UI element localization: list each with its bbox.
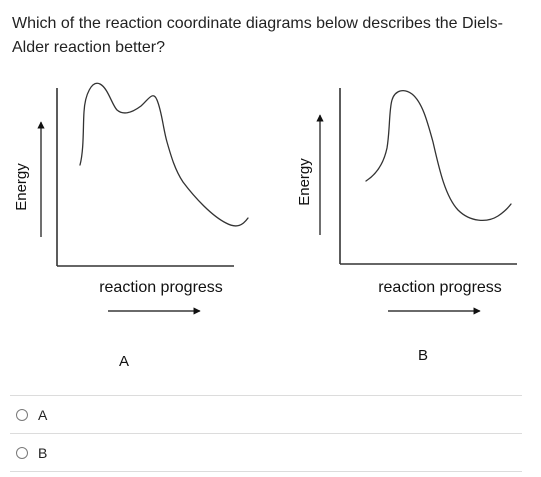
answer-option-b-label: B: [38, 444, 48, 461]
diagram-b-caption: B: [418, 347, 428, 364]
diagram-a-caption: A: [119, 353, 129, 370]
radio-button-b[interactable]: [16, 446, 28, 459]
diagram-a-y-axis-label: Energy: [13, 163, 30, 211]
answer-option-b[interactable]: B: [10, 433, 522, 472]
diagram-b-energy-curve: [365, 89, 512, 221]
question-text: Which of the reaction coordinate diagram…: [12, 15, 503, 56]
radio-button-a[interactable]: [16, 408, 28, 421]
diagram-a: Energy reaction progress A: [13, 82, 249, 370]
diagram-b-y-axis-label: Energy: [296, 158, 313, 206]
diagram-b: Energy reaction progress B: [296, 88, 517, 364]
diagram-a-x-axis-label: reaction progress: [99, 279, 223, 296]
diagram-a-energy-curve: [79, 82, 249, 227]
answer-option-a-label: A: [38, 406, 48, 423]
answer-option-a[interactable]: A: [10, 395, 522, 433]
diagram-b-x-axis-label: reaction progress: [378, 279, 502, 296]
reaction-coordinate-figure: Energy reaction progress A Energy reacti…: [0, 70, 541, 390]
